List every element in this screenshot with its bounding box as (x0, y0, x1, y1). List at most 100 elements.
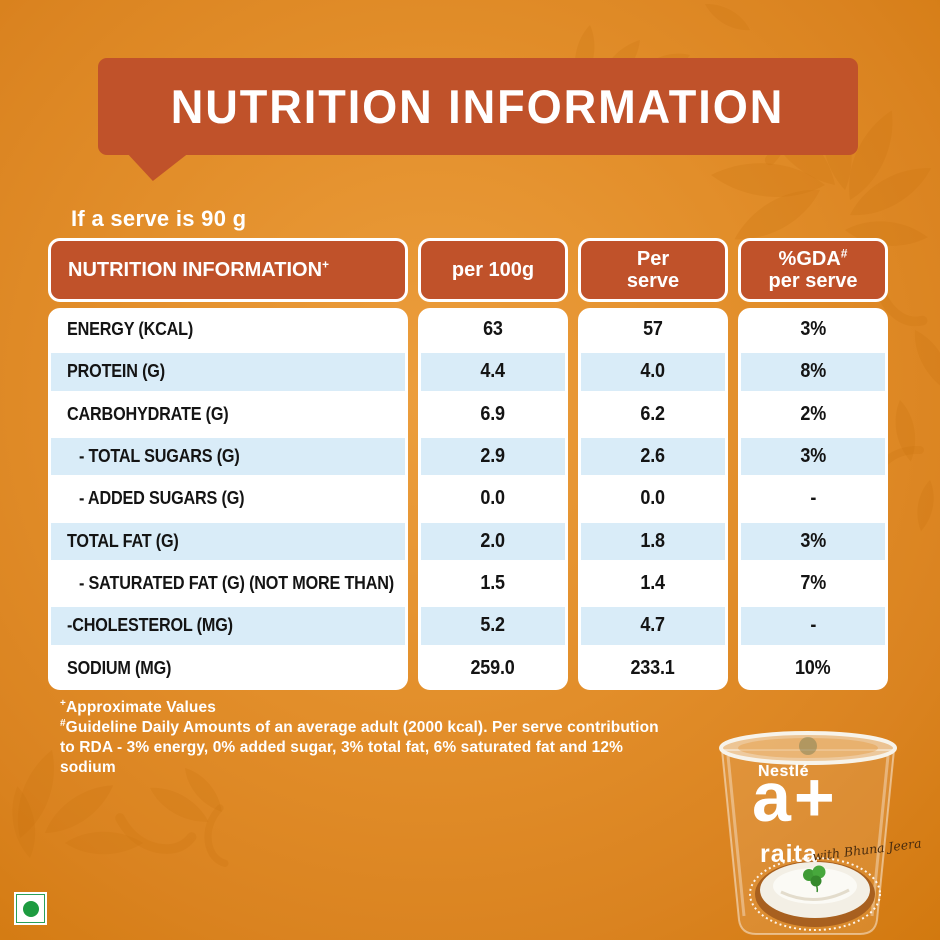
row-value: 2% (741, 395, 885, 433)
column-per-100g: per 100g 63 4.4 6.9 2.9 0.0 2.0 1.5 5.2 259.0 (418, 238, 568, 690)
row-value: 6.9 (421, 395, 565, 433)
nutrient-value: 0.0 (480, 487, 506, 510)
body-gda: 3% 8% 2% 3% - 3% 7% - 10% (738, 308, 888, 690)
nutrient-name: - ADDED SUGARS (G) (79, 488, 245, 509)
header-col3-line1: Per (636, 247, 670, 270)
row-value: 0.0 (421, 480, 565, 518)
body-nutrients: ENERGY (KCAL) PROTEIN (G) CARBOHYDRATE (G)… (48, 308, 408, 690)
page-title: NUTRITION INFORMATION (171, 80, 785, 133)
a-plus-logo: a+ (752, 758, 838, 836)
nutrient-value: 3% (800, 318, 826, 341)
nestle-logo: Nestlé (758, 763, 810, 780)
body-per-100g: 63 4.4 6.9 2.9 0.0 2.0 1.5 5.2 259.0 (418, 308, 568, 690)
nutrient-value: 5.2 (480, 614, 506, 637)
footnote1-text: Approximate Values (65, 699, 216, 717)
nutrient-value: 4.0 (640, 360, 666, 383)
row-value: 2.0 (421, 517, 565, 565)
nutrient-value: 7% (800, 572, 826, 595)
row-value: 4.4 (421, 348, 565, 396)
row-value: 4.0 (581, 348, 725, 396)
row-label: CARBOHYDRATE (G) (51, 395, 405, 433)
nutrient-name: - SATURATED FAT (G) (NOT MORE THAN) (79, 573, 394, 594)
nutrient-name: PROTEIN (G) (67, 361, 165, 382)
nutrient-value: 8% (800, 360, 826, 383)
row-label: - ADDED SUGARS (G) (51, 480, 405, 518)
banner-tail (126, 152, 190, 181)
row-value: 7% (741, 564, 885, 603)
row-value: 63 (421, 311, 565, 349)
row-value: 3% (741, 311, 885, 349)
nutrient-name: TOTAL FAT (G) (67, 530, 179, 551)
nutrient-value: 2.9 (480, 445, 506, 468)
row-label: PROTEIN (G) (51, 348, 405, 396)
header-per-100g: per 100g (418, 238, 568, 302)
header-col4-superscript: # (840, 245, 848, 260)
row-value: 233.1 (581, 649, 725, 687)
row-value: - (741, 602, 885, 650)
row-value: 3% (741, 517, 885, 565)
header-nutrition-information: NUTRITION INFORMATION+ (48, 238, 408, 302)
column-per-serve: Per serve 57 4.0 6.2 2.6 0.0 1.8 1.4 4.7 233.1 (578, 238, 728, 690)
column-nutrients: NUTRITION INFORMATION+ ENERGY (KCAL) PROT… (48, 238, 408, 690)
cup-graphic-icon (719, 731, 897, 935)
nutrient-value: 57 (643, 318, 663, 341)
vegetarian-mark-dot (22, 900, 39, 917)
row-value: 2.9 (421, 432, 565, 481)
row-value: 1.4 (581, 564, 725, 603)
row-value: 259.0 (421, 649, 565, 687)
nutrient-value: 6.9 (480, 402, 506, 425)
nutrient-value: 6.2 (640, 402, 666, 425)
row-value: - (741, 480, 885, 518)
footnote1-superscript: + (60, 698, 66, 709)
title-banner: NUTRITION INFORMATION (98, 58, 858, 155)
nutrient-value: 1.4 (640, 572, 666, 595)
nutrient-value: 2% (800, 402, 826, 425)
footnote-gda-definition: #Guideline Daily Amounts of an average a… (60, 718, 660, 778)
row-value: 1.5 (421, 564, 565, 603)
nutrition-table: NUTRITION INFORMATION+ ENERGY (KCAL) PROT… (48, 238, 888, 690)
nutrient-name: CARBOHYDRATE (G) (67, 403, 229, 424)
nutrient-value: 63 (483, 318, 503, 341)
nutrient-value: - (810, 614, 816, 637)
row-value: 3% (741, 432, 885, 481)
nutrient-value: 4.7 (640, 614, 666, 637)
serving-size-note: If a serve is 90 g (71, 206, 247, 231)
nutrient-value: 0.0 (640, 487, 666, 510)
footnote2-superscript: # (60, 717, 66, 729)
nutrient-value: - (810, 487, 816, 510)
header-col4-line2: per serve (768, 270, 858, 292)
nutrient-value: 2.6 (640, 445, 666, 468)
nutrient-value: 259.0 (470, 656, 516, 679)
row-value: 5.2 (421, 602, 565, 650)
row-label: SODIUM (MG) (51, 649, 405, 687)
header-col1-label: NUTRITION INFORMATION (68, 258, 323, 281)
header-col4-label: %GDA (778, 247, 841, 270)
column-gda: %GDA# per serve 3% 8% 2% 3% - 3% 7% - 10% (738, 238, 888, 690)
row-value: 0.0 (581, 480, 725, 518)
footnotes: +Approximate Values #Guideline Daily Amo… (60, 698, 660, 778)
header-col2-label: per 100g (451, 258, 535, 281)
nutrient-value: 3% (800, 445, 826, 468)
body-per-serve: 57 4.0 6.2 2.6 0.0 1.8 1.4 4.7 233.1 (578, 308, 728, 690)
nutrient-name: SODIUM (MG) (67, 657, 172, 678)
row-value: 2.6 (581, 432, 725, 481)
header-col1-superscript: + (322, 257, 330, 272)
row-value: 1.8 (581, 517, 725, 565)
nutrient-value: 233.1 (630, 656, 676, 679)
footnote2-text: Guideline Daily Amounts of an average ad… (60, 719, 659, 776)
vegetarian-mark-frame (16, 894, 45, 923)
nutrient-value: 2.0 (480, 529, 506, 552)
row-label: -CHOLESTEROL (MG) (51, 602, 405, 650)
nutrient-value: 1.8 (640, 529, 666, 552)
nutrient-value: 4.4 (480, 360, 506, 383)
row-value: 6.2 (581, 395, 725, 433)
row-value: 10% (741, 649, 885, 687)
row-value: 57 (581, 311, 725, 349)
header-col3-line2: serve (626, 270, 680, 292)
nutrient-name: - TOTAL SUGARS (G) (79, 446, 240, 467)
nutrient-name: -CHOLESTEROL (MG) (67, 615, 233, 636)
row-label: - SATURATED FAT (G) (NOT MORE THAN) (51, 564, 405, 603)
header-gda-per-serve: %GDA# per serve (738, 238, 888, 302)
vegetarian-mark-icon (14, 892, 47, 925)
row-label: ENERGY (KCAL) (51, 311, 405, 349)
